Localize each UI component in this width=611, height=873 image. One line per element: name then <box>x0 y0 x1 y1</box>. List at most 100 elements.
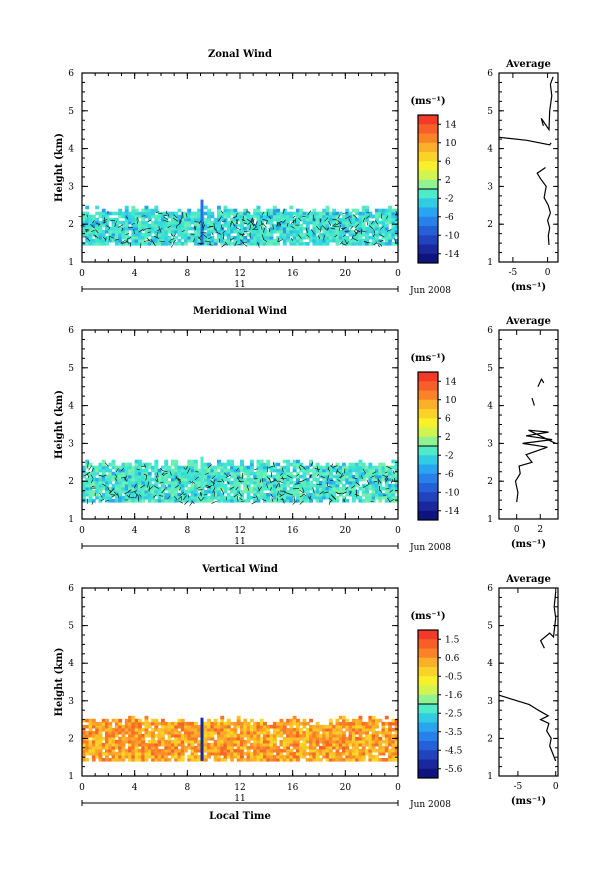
heatmap-cell <box>223 742 228 747</box>
heatmap-cell <box>138 465 142 470</box>
heatmap-cell <box>348 465 353 470</box>
heatmap-cell <box>388 217 392 222</box>
wind-barb <box>179 492 185 496</box>
heatmap-cell <box>253 471 258 476</box>
heatmap-cell <box>193 492 198 497</box>
heatmap-cell <box>309 758 313 762</box>
wind-barb <box>354 493 360 497</box>
heatmap-cell <box>141 758 146 762</box>
heatmap-cell <box>253 739 258 744</box>
heatmap-cell <box>269 220 274 225</box>
heatmap-cell <box>105 214 109 219</box>
heatmap-cell <box>342 462 346 467</box>
heatmap-cell <box>296 739 300 744</box>
heatmap-cell <box>286 474 290 479</box>
heatmap-cell <box>91 730 96 735</box>
heatmap-cell <box>217 748 221 753</box>
heatmap-cell <box>144 229 149 234</box>
heatmap-cell <box>167 724 172 729</box>
wind-barb <box>136 219 139 224</box>
wind-barb <box>312 487 315 494</box>
heatmap-cell <box>230 459 234 464</box>
heatmap-cell <box>223 220 228 225</box>
heatmap-cell <box>305 477 310 482</box>
heatmap-cell <box>351 745 356 750</box>
heatmap-cell <box>246 232 251 237</box>
heatmap-cell <box>325 742 330 747</box>
heatmap-cell <box>375 214 379 219</box>
wind-barb <box>337 214 341 219</box>
heatmap-cell <box>141 745 146 750</box>
heatmap-cell <box>312 492 317 497</box>
wind-barb <box>220 224 223 230</box>
heatmap-cell <box>151 229 155 234</box>
heatmap-cell <box>365 232 369 237</box>
heatmap-cell <box>111 499 116 503</box>
heatmap-cell <box>190 727 195 732</box>
wind-barb <box>211 475 216 480</box>
heatmap-cell <box>338 480 343 485</box>
heatmap-cell <box>184 721 188 726</box>
heatmap-cell <box>101 736 106 741</box>
wind-barb <box>362 217 366 223</box>
heatmap-cell <box>134 217 139 222</box>
wind-barb <box>90 223 96 229</box>
heatmap-cell <box>302 748 307 753</box>
heatmap-cell <box>184 748 188 753</box>
heatmap-cell <box>161 486 165 491</box>
heatmap-cell <box>355 468 360 473</box>
heatmap-cell <box>315 489 320 494</box>
heatmap-cell <box>259 754 264 759</box>
heatmap-cell <box>315 471 320 476</box>
heatmap-cell <box>253 751 258 756</box>
heatmap-cell <box>394 486 399 491</box>
heatmap-cell <box>328 220 333 225</box>
heatmap-cell <box>144 223 149 228</box>
heatmap-cell <box>279 483 284 488</box>
average-profile-line <box>537 377 545 387</box>
heatmap-cell <box>355 727 360 732</box>
colorbar-segment <box>418 446 438 456</box>
heatmap-cell <box>391 211 396 216</box>
heatmap-cell <box>338 745 343 750</box>
heatmap-cell <box>292 489 297 494</box>
wind-barb <box>155 211 160 214</box>
heatmap-cell <box>144 751 149 756</box>
heatmap-cell <box>292 754 297 759</box>
heatmap-cell <box>157 754 162 759</box>
heatmap-cell <box>296 242 300 246</box>
heatmap-cell <box>375 721 379 726</box>
heatmap-cell <box>141 474 146 479</box>
heatmap-cell <box>391 220 396 225</box>
heatmap-cell <box>85 745 90 750</box>
heatmap-cell <box>88 238 93 243</box>
heatmap-cell <box>240 480 244 485</box>
wind-barb <box>109 488 115 494</box>
wind-barb <box>385 488 390 490</box>
heatmap-cell <box>345 745 350 750</box>
heatmap-cell <box>269 229 274 234</box>
heatmap-cell <box>375 232 379 237</box>
colorbar-segment <box>418 170 438 181</box>
colorbar-segment <box>418 455 438 465</box>
heatmap-cell <box>144 745 149 750</box>
heatmap-cell <box>246 468 251 473</box>
heatmap-cell <box>154 733 159 738</box>
heatmap-cell <box>332 468 337 473</box>
wind-barb <box>362 468 367 474</box>
wind-barb <box>321 225 327 230</box>
heatmap-cell <box>184 492 188 497</box>
heatmap-cell <box>207 474 211 479</box>
heatmap-cell <box>371 468 376 473</box>
heatmap-cell <box>325 739 330 744</box>
wind-barb <box>352 214 358 219</box>
heatmap-cell <box>355 739 360 744</box>
x-tick-label: 4 <box>132 526 138 536</box>
heatmap-cell <box>91 483 96 488</box>
heatmap-cell <box>147 465 152 470</box>
heatmap-cell <box>187 495 192 500</box>
heatmap-cell <box>292 220 297 225</box>
heatmap-cell <box>131 226 136 231</box>
heatmap-cell <box>233 242 238 246</box>
heatmap-cell <box>355 462 360 467</box>
